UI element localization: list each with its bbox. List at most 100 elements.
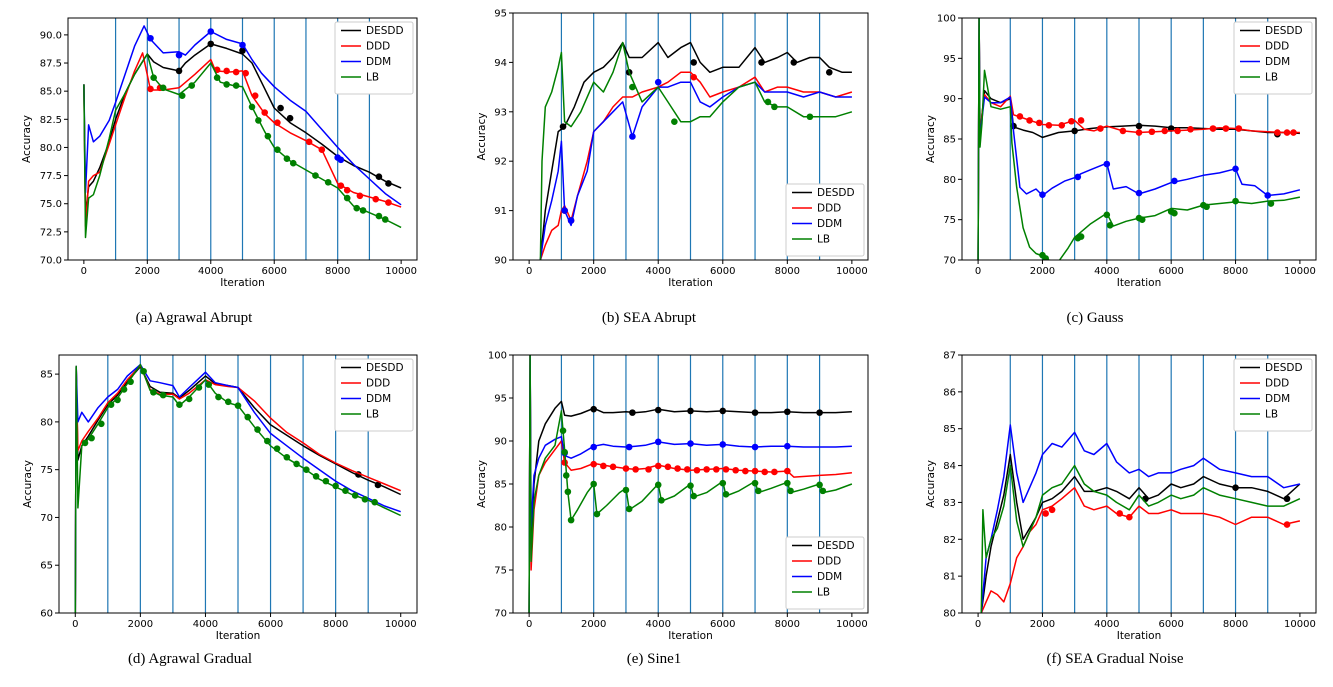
plot-frame: [512, 12, 869, 261]
x-tick-label: 0: [81, 266, 87, 277]
drift-marker-ddm: [719, 441, 727, 448]
drift-marker-ddd: [654, 462, 662, 470]
legend: DESDD DDD DDM LB: [1233, 21, 1313, 95]
drift-marker-ddd: [242, 69, 249, 77]
drift-marker-lb: [1171, 209, 1178, 217]
y-tick-label: 75: [494, 566, 507, 577]
drift-marker-ddd: [693, 466, 701, 474]
drift-marker-ddd: [1290, 129, 1297, 136]
drift-marker-ddd: [1077, 117, 1085, 124]
drift-marker-ddm: [590, 443, 597, 451]
y-tick-label: 77.5: [40, 171, 62, 182]
drift-marker-lb: [274, 146, 281, 153]
legend: DESDD DDD DDM LB: [1233, 358, 1313, 432]
drift-marker-lb: [263, 437, 271, 445]
drift-marker-ddd: [1068, 117, 1075, 125]
drift-marker-ddd: [609, 463, 617, 471]
x-tick-label: 10000: [385, 266, 417, 277]
series-line-lb: [980, 464, 1301, 613]
legend-entry: DDM: [366, 393, 391, 405]
subfigure-caption: (b) SEA Abrupt: [602, 310, 697, 326]
drift-marker-lb: [1077, 233, 1085, 240]
drift-marker-ddd: [356, 192, 364, 200]
drift-marker-desdd: [286, 114, 294, 122]
x-tick-label: 2000: [581, 619, 606, 630]
drift-marker-ddd: [1187, 126, 1194, 133]
drift-marker-lb: [159, 84, 167, 92]
x-tick-label: 0: [975, 619, 981, 630]
x-axis-label: Iteration: [668, 630, 713, 642]
y-tick-label: 80: [943, 609, 956, 620]
drift-marker-lb: [107, 401, 115, 408]
drift-marker-lb: [293, 460, 300, 468]
y-tick-label: 85.0: [40, 87, 62, 98]
drift-marker-desdd: [559, 123, 567, 130]
y-tick-label: 100: [488, 351, 507, 362]
drift-marker-ddm: [337, 156, 345, 164]
chart-panel-d: 0 2000 4000 6000 8000 10000 60 65 70 75 80 85 Iterat…: [22, 354, 418, 667]
drift-marker-ddd: [784, 467, 791, 475]
drift-marker-ddd: [761, 468, 769, 476]
drift-marker-ddd: [337, 182, 345, 190]
drift-marker-lb: [98, 420, 105, 428]
drift-marker-desdd: [790, 59, 798, 66]
drift-marker-ddd: [318, 146, 326, 153]
subfigure-caption: (a) Agrawal Abrupt: [136, 310, 253, 326]
drift-marker-ddd: [590, 460, 597, 468]
drift-marker-lb: [559, 427, 567, 434]
x-tick-label: 4000: [1094, 266, 1119, 277]
legend: DESDD DDD DDM LB: [334, 358, 414, 432]
drift-marker-lb: [264, 132, 272, 140]
drift-marker-lb: [564, 488, 572, 496]
x-tick-label: 6000: [710, 266, 735, 277]
drift-marker-desdd: [690, 59, 698, 66]
legend-entry: DDD: [1265, 378, 1289, 390]
drift-marker-lb: [784, 479, 791, 487]
drift-marker-ddd: [251, 92, 259, 99]
y-tick-label: 90: [494, 256, 507, 267]
drift-marker-ddd: [1097, 125, 1104, 132]
drift-marker-lb: [690, 492, 698, 500]
drift-marker-ddm: [561, 207, 568, 214]
drift-marker-ddm: [687, 440, 694, 447]
drift-marker-ddm: [625, 443, 633, 451]
plot-frame: [58, 354, 418, 614]
series-line-desdd: [74, 365, 402, 613]
drift-marker-lb: [303, 466, 310, 473]
x-tick-label: 4000: [198, 266, 223, 277]
drift-marker-lb: [1106, 222, 1114, 229]
drift-marker-lb: [719, 479, 727, 487]
drift-marker-desdd: [816, 409, 823, 416]
legend-entry: LB: [817, 587, 830, 599]
drift-marker-ddd: [622, 465, 630, 472]
drift-marker-ddd: [1135, 129, 1143, 136]
x-tick-label: 8000: [325, 266, 350, 277]
x-axis-label: Iteration: [1117, 630, 1162, 642]
y-tick-label: 72.5: [40, 227, 62, 238]
drift-marker-lb: [1042, 255, 1049, 260]
drift-marker-lb: [622, 486, 630, 494]
drift-marker-desdd: [374, 481, 382, 489]
legend-entry: DDD: [366, 41, 390, 53]
legend-entry: DDM: [817, 218, 842, 230]
y-tick-label: 65: [40, 561, 53, 572]
legend: DESDD DDD DDM LB: [785, 183, 865, 257]
y-tick-label: 82.5: [40, 115, 62, 126]
drift-marker-ddd: [1035, 119, 1043, 127]
x-tick-label: 8000: [323, 619, 348, 630]
drift-marker-lb: [671, 118, 678, 125]
drift-marker-lb: [351, 492, 359, 499]
legend: DESDD DDD DDM LB: [785, 536, 865, 610]
legend: DESDD DDD DDM LB: [334, 21, 414, 95]
drift-marker-ddd: [1222, 125, 1230, 132]
drift-marker-lb: [722, 491, 730, 498]
drift-marker-lb: [159, 391, 167, 399]
drift-marker-ddd: [683, 466, 691, 473]
legend-entry: LB: [366, 409, 379, 421]
drift-marker-ddd: [713, 466, 720, 473]
drift-marker-ddd: [600, 462, 607, 470]
drift-marker-lb: [205, 381, 213, 388]
drift-marker-ddd: [1042, 510, 1049, 517]
drift-marker-lb: [771, 103, 778, 111]
drift-marker-desdd: [687, 407, 694, 415]
